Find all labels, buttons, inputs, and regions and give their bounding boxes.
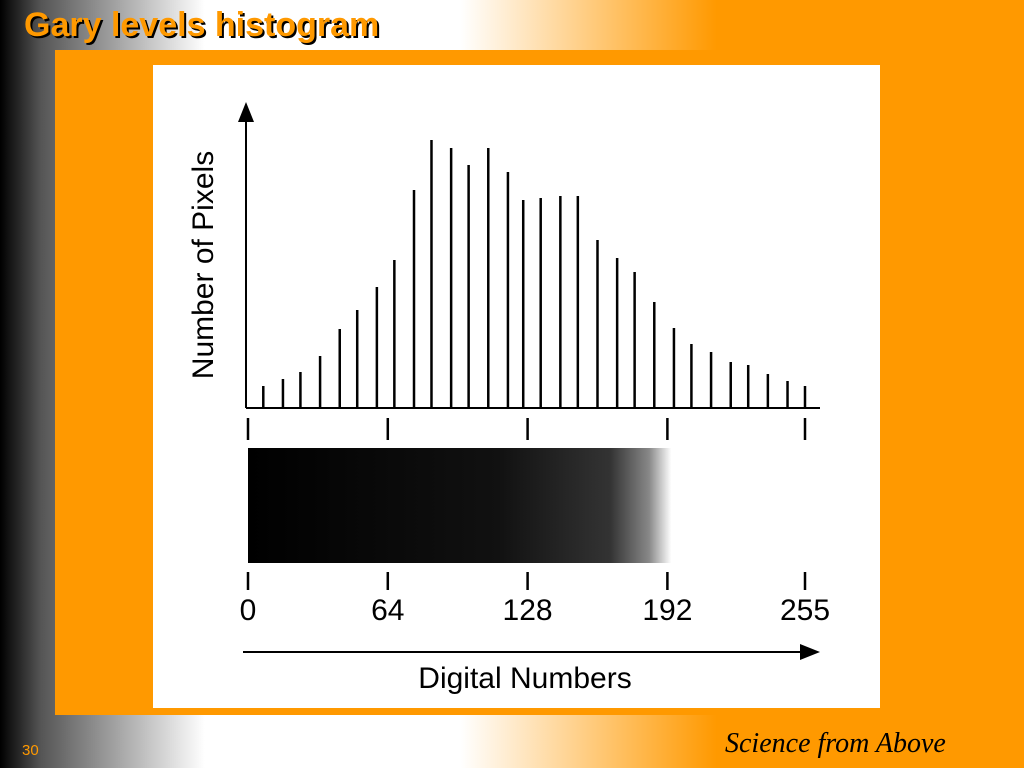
slide-title: Gary levels histogram bbox=[24, 6, 380, 44]
x-tick-label: 0 bbox=[240, 594, 257, 627]
y-axis-label: Number of Pixels bbox=[187, 151, 220, 379]
chart-background bbox=[153, 65, 880, 708]
x-tick-label: 64 bbox=[371, 594, 404, 627]
x-tick-label: 255 bbox=[780, 594, 830, 627]
gray-strip bbox=[248, 448, 805, 563]
x-tick-label: 128 bbox=[503, 594, 553, 627]
x-tick-label: 192 bbox=[642, 594, 692, 627]
x-axis-label: Digital Numbers bbox=[418, 662, 631, 695]
page-number: 30 bbox=[22, 742, 39, 759]
logo: Science from Above bbox=[725, 728, 946, 759]
